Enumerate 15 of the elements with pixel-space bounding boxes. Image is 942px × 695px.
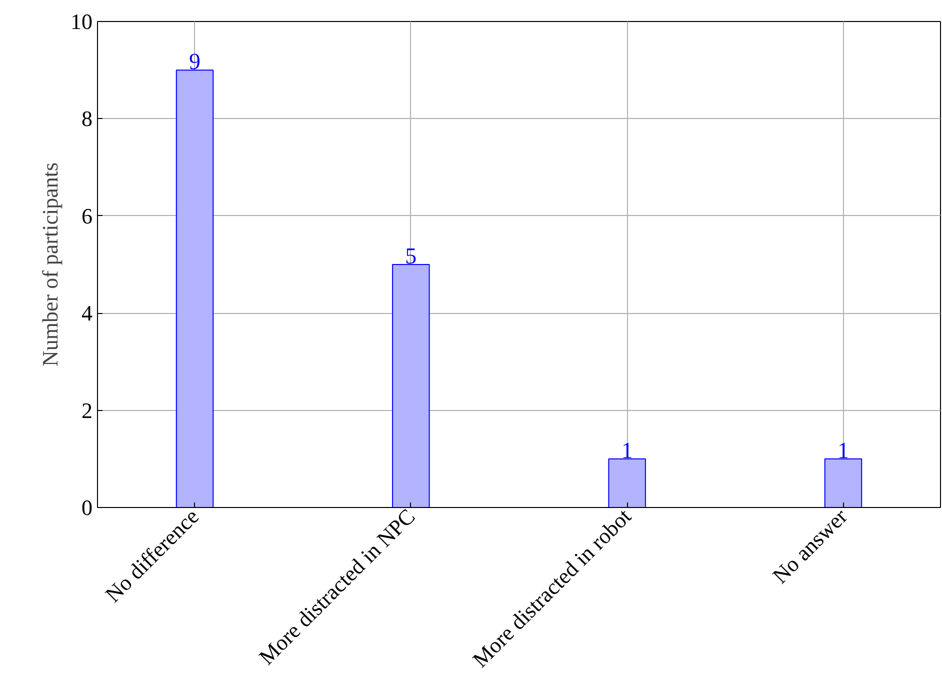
y-tick-label: 6 xyxy=(82,203,92,228)
bar xyxy=(392,264,430,508)
bar xyxy=(824,458,862,508)
y-tick-label: 0 xyxy=(82,495,92,520)
data-label: 1 xyxy=(837,438,849,463)
y-axis-title: Number of participants xyxy=(38,162,62,367)
data-label: 9 xyxy=(189,49,201,74)
y-tick-label: 8 xyxy=(82,106,92,132)
y-tick-label: 10 xyxy=(70,9,92,34)
y-tick-label: 4 xyxy=(82,300,92,326)
data-label: 1 xyxy=(621,438,633,463)
bar xyxy=(608,458,646,508)
y-tick-label: 2 xyxy=(82,398,92,423)
data-label: 5 xyxy=(405,244,417,268)
bar xyxy=(176,70,214,508)
